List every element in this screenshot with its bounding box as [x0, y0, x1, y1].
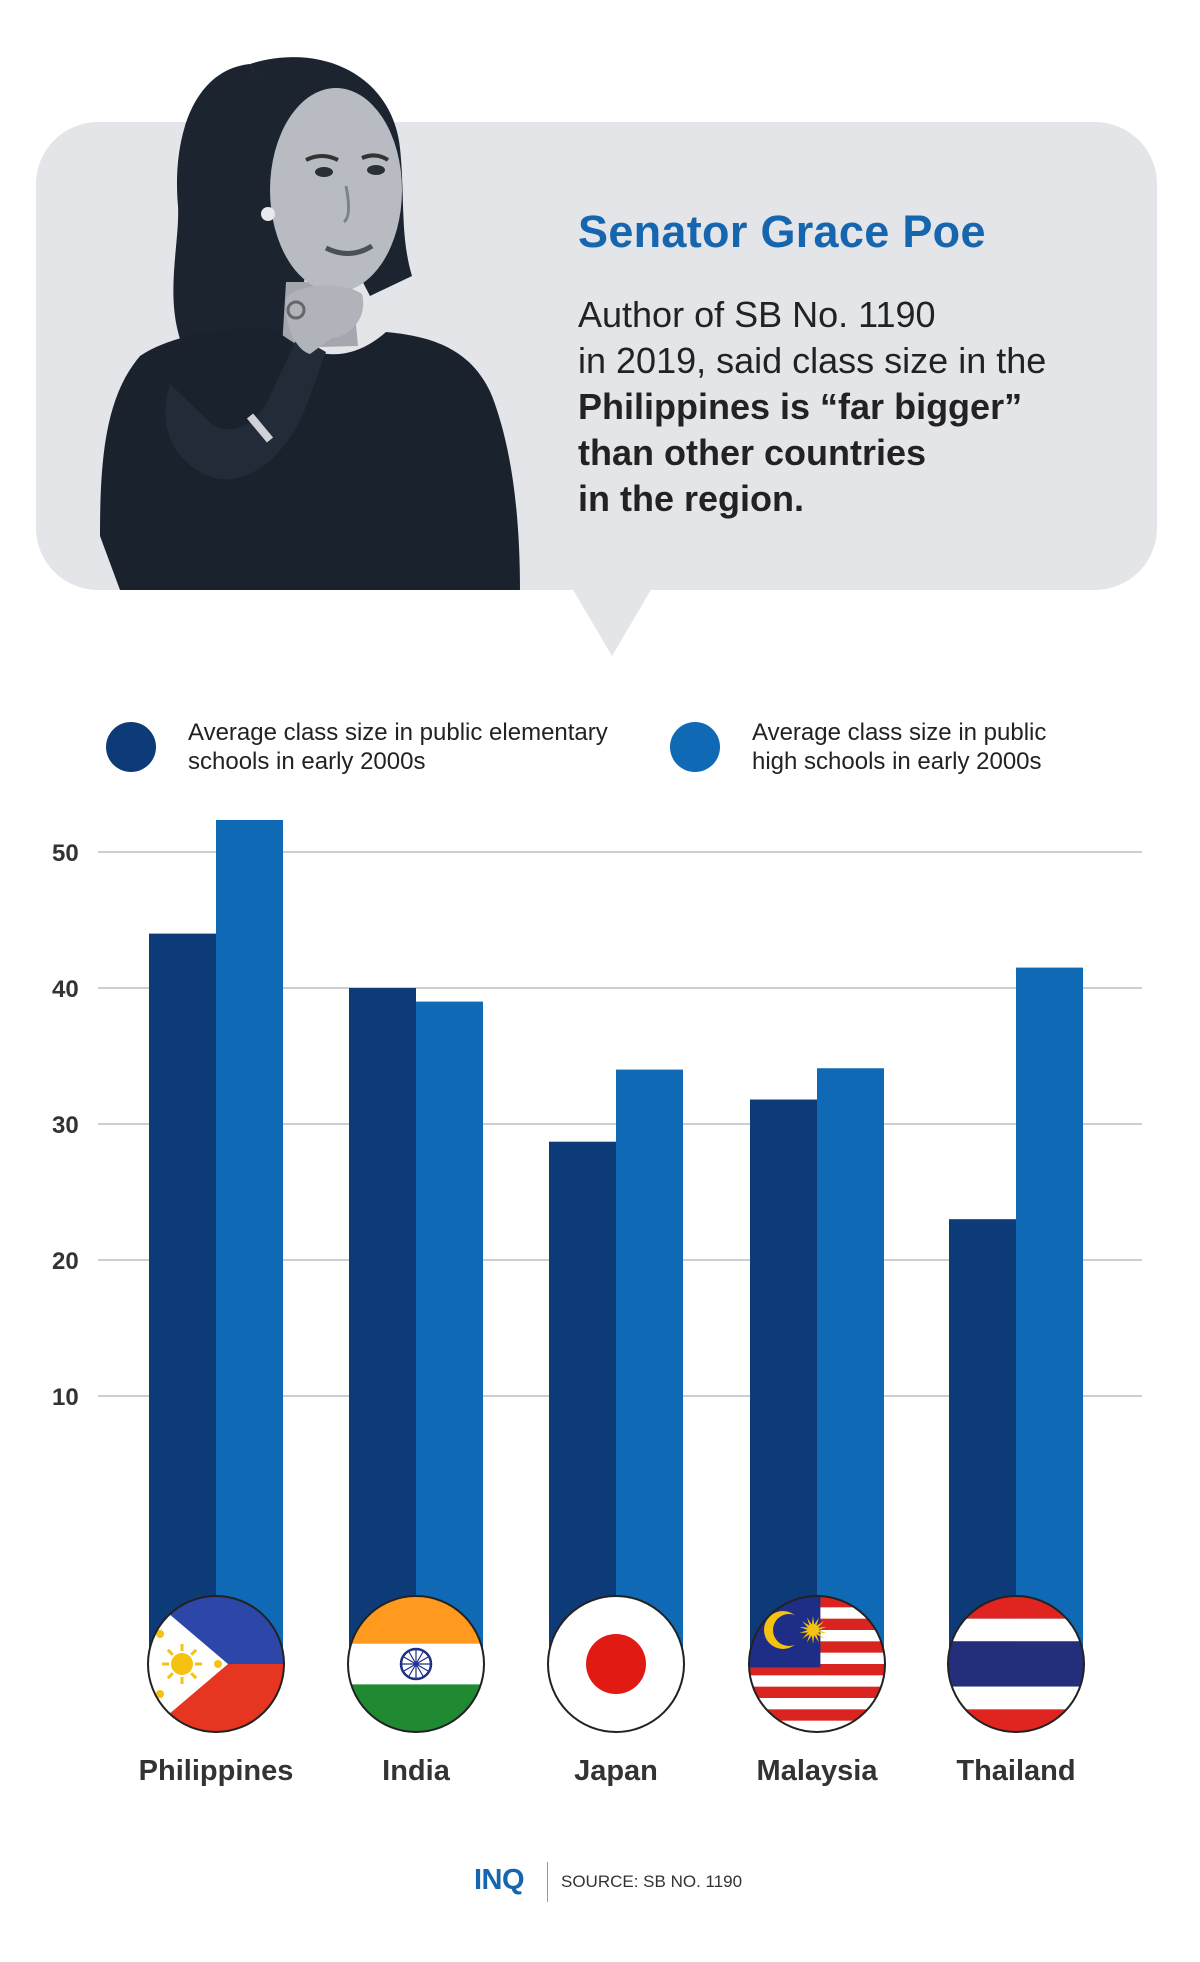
quote-line-4: than other countries	[578, 432, 927, 473]
x-category-label-philippines: Philippines	[139, 1755, 294, 1787]
x-category-label-malaysia: Malaysia	[757, 1755, 879, 1787]
quote-line-2: in 2019, said class size in the	[578, 340, 1047, 381]
flag-malaysia	[748, 1595, 886, 1733]
legend-item-elementary: Average class size in public elementary …	[106, 718, 608, 776]
speaker-portrait	[100, 57, 520, 590]
quote-line-1: Author of SB No. 1190	[578, 294, 936, 335]
source-note: SOURCE: SB NO. 1190	[561, 1872, 743, 1891]
bar-high-india	[416, 1001, 483, 1650]
flag-japan	[547, 1595, 685, 1733]
bar-high-philippines	[216, 820, 283, 1650]
bar-elementary-japan	[549, 1141, 616, 1650]
bar-elementary-india	[349, 988, 416, 1650]
quote-bubble-tail	[572, 588, 652, 656]
quote-line-3: Philippines is “far bigger”	[578, 386, 1023, 427]
legend-swatch-high	[670, 722, 720, 772]
y-tick-label: 50	[52, 840, 79, 867]
x-category-label-india: India	[382, 1755, 451, 1787]
x-category-label-thailand: Thailand	[956, 1755, 1075, 1787]
footer: INQ SOURCE: SB NO. 1190	[0, 1862, 1200, 1902]
bar-high-malaysia	[817, 1068, 884, 1650]
flag-india	[347, 1595, 485, 1733]
y-tick-label: 10	[52, 1384, 79, 1411]
y-tick-label: 20	[52, 1248, 79, 1275]
legend-label-high: Average class size in public high school…	[752, 719, 1047, 775]
quote-line-5: in the region.	[578, 478, 805, 519]
y-tick-label: 30	[52, 1112, 79, 1139]
bar-elementary-malaysia	[750, 1099, 817, 1650]
x-category-label-japan: Japan	[574, 1755, 658, 1787]
flag-thailand	[947, 1595, 1085, 1733]
flag-philippines	[147, 1595, 285, 1733]
bar-high-japan	[616, 1069, 683, 1650]
speaker-quote: Author of SB No. 1190 in 2019, said clas…	[578, 292, 1098, 522]
bar-high-thailand	[1016, 967, 1083, 1650]
legend-item-high: Average class size in public high school…	[670, 718, 1092, 776]
bar-elementary-thailand	[949, 1219, 1016, 1650]
legend-swatch-elementary	[106, 722, 156, 772]
legend-label-elementary: Average class size in public elementary …	[188, 719, 608, 775]
class-size-bar-chart: 102030405060 PhilippinesIndiaJapanMalays…	[52, 820, 1142, 1787]
y-tick-label: 40	[52, 976, 79, 1003]
brand-logo: INQ	[474, 1864, 525, 1896]
footer-divider	[547, 1862, 548, 1902]
bar-elementary-philippines	[149, 933, 216, 1650]
speaker-name: Senator Grace Poe	[578, 206, 986, 257]
